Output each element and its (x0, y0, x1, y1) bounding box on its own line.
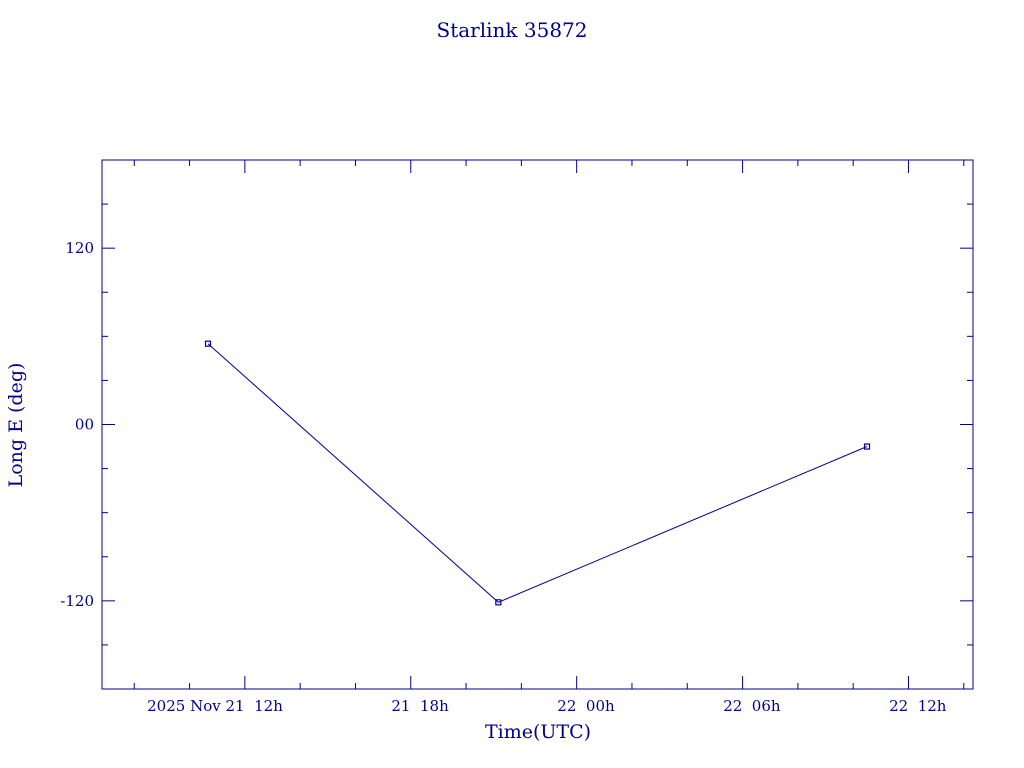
x-tick-label: 21 18h (391, 697, 449, 715)
x-tick-label: 2025 Nov 21 12h (147, 697, 283, 715)
data-point (863, 443, 871, 450)
x-axis-ticks: 2025 Nov 21 12h 21 18h 22 00h 22 06h 22 12h (133, 160, 965, 715)
plot-frame (101, 159, 974, 690)
x-tick-label: 22 00h (557, 697, 615, 715)
series-line (207, 343, 868, 603)
y-axis-ticks: 120 00 -120 (60, 203, 973, 646)
series-layer (204, 340, 871, 606)
y-axis-title: Long E (deg) (5, 363, 27, 488)
x-axis-title: Time(UTC) (485, 721, 591, 743)
x-tick-label: 22 06h (723, 697, 781, 715)
x-tick-label: 22 12h (889, 697, 947, 715)
y-tick-label: 00 (75, 416, 94, 434)
data-point (495, 599, 502, 606)
y-tick-label: -120 (60, 592, 94, 610)
data-point (204, 340, 212, 347)
y-tick-label: 120 (65, 239, 94, 257)
chart-title: Starlink 35872 (437, 18, 588, 42)
